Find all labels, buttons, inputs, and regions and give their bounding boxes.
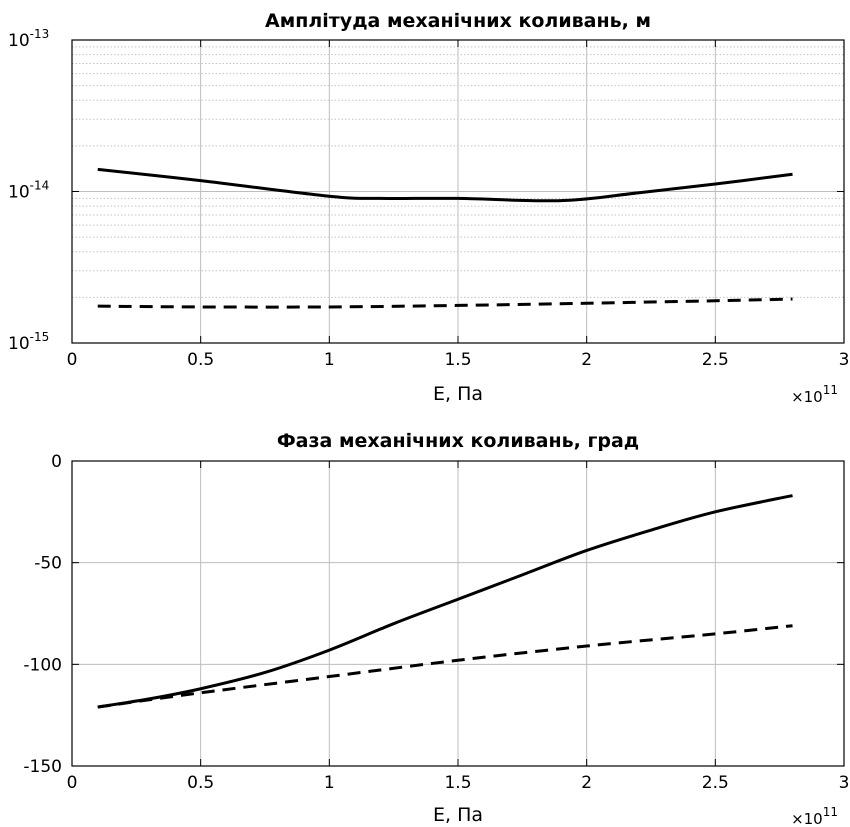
x-tick-label: 2.5 xyxy=(702,773,729,793)
x-axis-label: E, Па xyxy=(433,383,483,405)
x-tick-label: 1 xyxy=(324,350,335,370)
x-axis-multiplier: ×1011 xyxy=(791,383,838,406)
x-tick-label: 1.5 xyxy=(444,773,471,793)
grid xyxy=(71,39,845,344)
x-tick-label: 0 xyxy=(67,773,78,793)
x-axis-multiplier: ×1011 xyxy=(791,805,838,827)
x-tick-label: 0.5 xyxy=(187,773,214,793)
y-tick-label: 10-13 xyxy=(8,27,49,51)
x-tick-label: 1.5 xyxy=(444,350,471,370)
x-axis-label: E, Па xyxy=(433,804,483,826)
y-tick-label: 0 xyxy=(51,452,62,472)
y-tick-label: 10-15 xyxy=(8,330,49,354)
x-tick-label: 1 xyxy=(324,773,335,793)
x-tick-label: 2.5 xyxy=(702,350,729,370)
x-tick-label: 0 xyxy=(67,350,78,370)
series-line-1-solid xyxy=(97,494,793,709)
y-tick-label: -150 xyxy=(23,757,62,777)
x-tick-label: 0.5 xyxy=(187,350,214,370)
chart-title: Амплітуда механічних коливань, м xyxy=(265,10,651,32)
y-tick-label: -100 xyxy=(23,655,62,675)
series-line-2-dashed xyxy=(97,624,793,709)
x-tick-label: 3 xyxy=(839,350,850,370)
chart-1: 0 0.5 1 1.5 2 2.5 3 10-13 10-14 10-15 Амплітуда ме… xyxy=(8,10,849,406)
series-line-1-solid xyxy=(97,167,793,203)
series-line-2-dashed xyxy=(97,297,793,309)
grid xyxy=(71,460,845,767)
y-tick-label: 10-14 xyxy=(8,179,49,203)
x-tick-label: 3 xyxy=(839,773,850,793)
x-tick-label: 2 xyxy=(581,350,592,370)
chart-title: Фаза механічних коливань, град xyxy=(277,430,639,452)
x-tick-label: 2 xyxy=(581,773,592,793)
chart-2: 0 0.5 1 1.5 2 2.5 3 0 -50 -100 -150 Фаза механічних… xyxy=(23,430,849,827)
y-tick-label: -50 xyxy=(34,554,62,574)
